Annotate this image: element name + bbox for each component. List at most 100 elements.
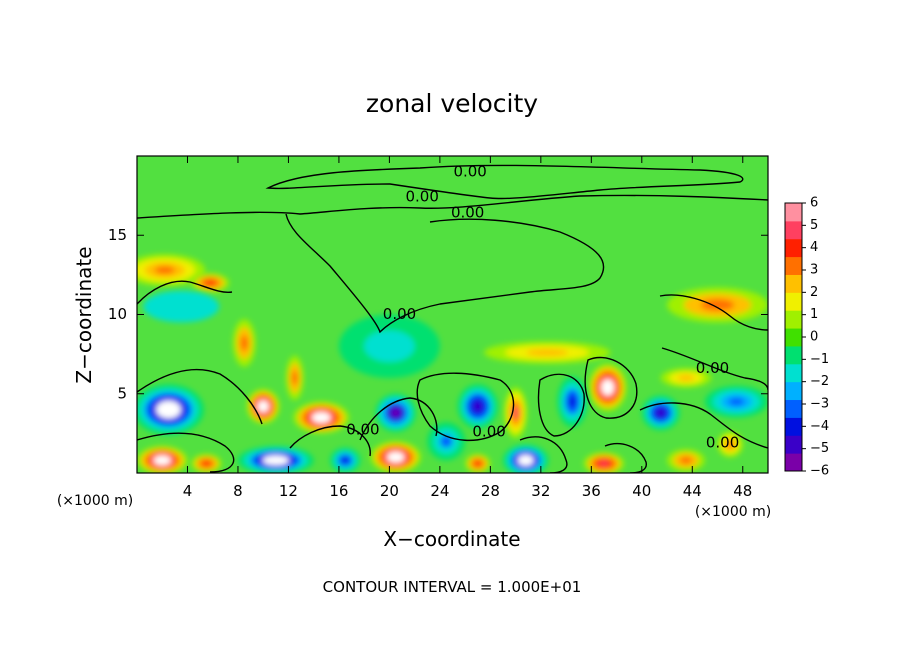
velocity-cell bbox=[677, 374, 695, 382]
contour-labels: 0.00 0.00 0.00 0.00 0.00 0.00 0.00 0.00 bbox=[346, 162, 739, 451]
velocity-cell bbox=[205, 280, 215, 286]
colorbar-swatch bbox=[785, 381, 802, 401]
velocity-maximum bbox=[246, 388, 280, 424]
velocity-maximum bbox=[667, 287, 768, 323]
velocity-minimum bbox=[330, 447, 361, 473]
colorbar-swatch bbox=[785, 435, 802, 454]
contour-label: 0.00 bbox=[406, 188, 439, 206]
velocity-minimum bbox=[143, 290, 220, 323]
colorbar-tick-label: −4 bbox=[810, 419, 829, 434]
y-axis-label: Z−coordinate bbox=[72, 246, 96, 383]
saturated-core bbox=[262, 455, 290, 466]
x-tick-label: 48 bbox=[733, 482, 752, 500]
saturated-core bbox=[517, 454, 534, 466]
velocity-maximum bbox=[137, 254, 206, 286]
x-axis-unit-right: (×1000 m) bbox=[695, 504, 771, 520]
x-axis-unit-left: (×1000 m) bbox=[57, 493, 133, 509]
zero-contour-line bbox=[604, 443, 647, 473]
velocity-cell bbox=[700, 299, 735, 311]
contour-label: 0.00 bbox=[472, 422, 505, 440]
velocity-minimum bbox=[557, 376, 588, 428]
velocity-minimum bbox=[641, 395, 680, 431]
velocity-cell bbox=[291, 370, 298, 386]
colorbar-tick-label: 4 bbox=[810, 240, 818, 255]
velocity-maximum bbox=[583, 452, 625, 473]
colorbar-swatch bbox=[785, 203, 802, 222]
contour-label: 0.00 bbox=[383, 305, 416, 323]
colorbar-swatch bbox=[785, 453, 802, 472]
y-tick-label: 5 bbox=[117, 384, 127, 402]
saturated-core bbox=[156, 400, 181, 419]
colorbar-tick-label: −3 bbox=[810, 397, 829, 412]
colorbar-swatch bbox=[785, 328, 802, 347]
x-tick-label: 36 bbox=[582, 482, 601, 500]
zero-contour-line bbox=[285, 213, 605, 334]
zero-contours bbox=[137, 164, 768, 473]
contour-label: 0.00 bbox=[451, 204, 484, 222]
x-tick-label: 8 bbox=[233, 482, 243, 500]
velocity-maximum bbox=[667, 449, 705, 472]
velocity-cell bbox=[679, 456, 693, 465]
saturated-core bbox=[386, 451, 405, 463]
colorbar-tick-label: −2 bbox=[810, 374, 829, 389]
velocity-field bbox=[137, 254, 768, 473]
chart-title: zonal velocity bbox=[366, 89, 538, 118]
colorbar-swatch bbox=[785, 363, 802, 383]
colorbar-tick-label: −1 bbox=[810, 352, 829, 367]
x-tick-label: 20 bbox=[380, 482, 399, 500]
x-tick-label: 32 bbox=[531, 482, 550, 500]
velocity-cell bbox=[568, 395, 577, 409]
zero-contour-line bbox=[137, 368, 263, 425]
zero-contour-line bbox=[137, 432, 235, 473]
velocity-minimum bbox=[704, 385, 768, 418]
colorbar-swatch bbox=[785, 238, 802, 258]
saturated-core bbox=[257, 400, 269, 413]
x-tick-label: 4 bbox=[183, 482, 193, 500]
velocity-maximum bbox=[293, 401, 350, 434]
colorbar-swatch bbox=[785, 256, 802, 275]
velocity-cell bbox=[526, 348, 569, 357]
velocity-minimum bbox=[502, 444, 549, 473]
colorbar-swatch bbox=[785, 417, 802, 436]
colorbar-tick-label: 1 bbox=[810, 307, 818, 322]
velocity-maximum bbox=[137, 446, 188, 473]
velocity-maximum bbox=[285, 355, 304, 401]
colorbar-tick-label: 2 bbox=[810, 285, 818, 300]
velocity-minimum bbox=[137, 384, 204, 435]
colorbar-tick-label: 3 bbox=[810, 263, 818, 278]
colorbar-swatch bbox=[785, 274, 802, 293]
velocity-minimum bbox=[237, 446, 314, 473]
colorbar-tick-label: 5 bbox=[810, 218, 818, 233]
colorbar-swatch bbox=[785, 220, 802, 240]
y-tick-label: 10 bbox=[108, 305, 127, 323]
velocity-cell bbox=[513, 407, 518, 418]
velocity-cell bbox=[473, 401, 482, 411]
velocity-cell bbox=[474, 461, 481, 466]
x-axis-label: X−coordinate bbox=[383, 527, 520, 551]
zero-contour-line bbox=[265, 164, 744, 200]
zero-contour-line bbox=[584, 356, 638, 419]
velocity-maximum bbox=[504, 387, 527, 439]
velocity-cell bbox=[202, 461, 211, 466]
velocity-maximum bbox=[588, 363, 627, 412]
velocity-cell bbox=[599, 461, 608, 466]
x-tick-label: 28 bbox=[481, 482, 500, 500]
y-tick-label: 15 bbox=[108, 226, 127, 244]
zero-contour-line bbox=[137, 194, 768, 219]
colorbar-tick-label: −5 bbox=[810, 441, 829, 456]
zero-contour-line bbox=[639, 402, 768, 449]
velocity-cell bbox=[392, 409, 400, 416]
colorbar-swatch bbox=[785, 310, 802, 329]
velocity-maximum bbox=[232, 319, 256, 367]
x-tick-label: 12 bbox=[279, 482, 298, 500]
x-axis: 4 8 12 16 20 24 28 32 36 40 44 48 bbox=[183, 156, 752, 500]
contour-label: 0.00 bbox=[696, 359, 729, 377]
contour-label: 0.00 bbox=[706, 433, 739, 451]
saturated-core bbox=[311, 411, 331, 424]
zero-contour-line bbox=[289, 425, 371, 457]
contour-label: 0.00 bbox=[453, 162, 486, 180]
zero-contour-line bbox=[659, 294, 768, 331]
velocity-minimum bbox=[457, 384, 498, 429]
zero-contour-line bbox=[519, 436, 568, 473]
contour-interval-note: CONTOUR INTERVAL = 1.000E+01 bbox=[323, 578, 582, 596]
